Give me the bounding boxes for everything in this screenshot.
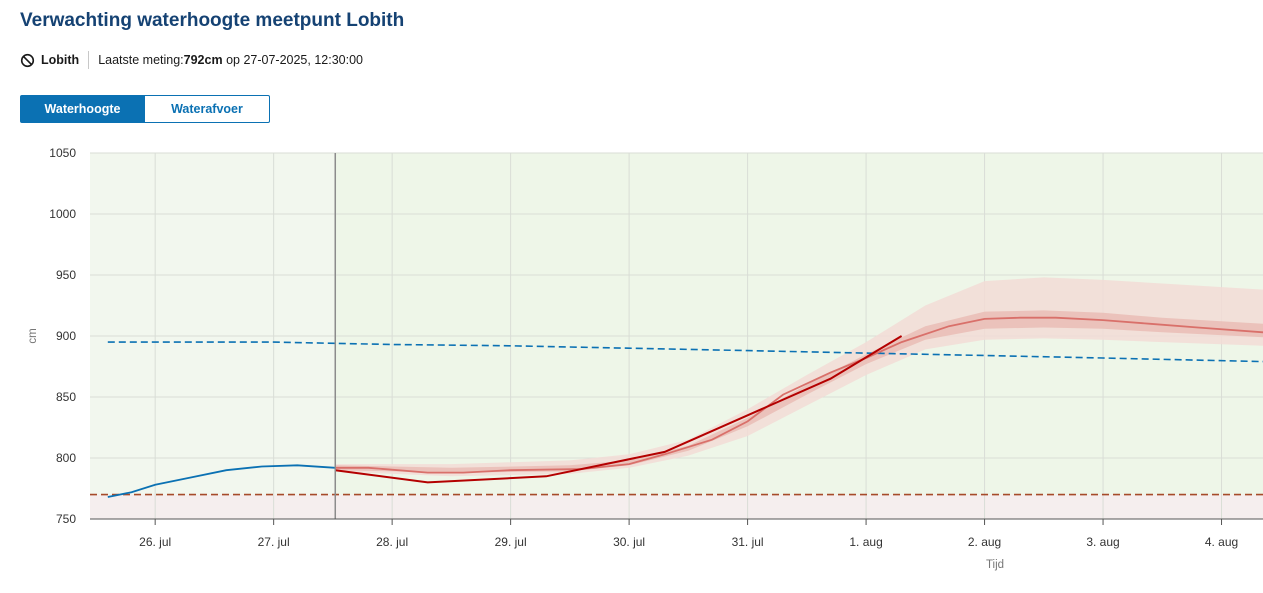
chart-tabs: Waterhoogte Waterafvoer <box>20 95 270 123</box>
x-tick-label: 4. aug <box>1205 535 1238 549</box>
measurement-info: Lobith Laatste meting: 792cm op 27-07-20… <box>20 51 363 69</box>
page-title: Verwachting waterhoogte meetpunt Lobith <box>20 10 405 31</box>
y-tick-label: 900 <box>56 329 76 343</box>
divider <box>88 51 90 69</box>
forecast-line <box>335 335 903 484</box>
y-tick-label: 850 <box>56 390 76 404</box>
no-entry-icon <box>20 53 35 68</box>
y-tick-label: 1000 <box>49 207 76 221</box>
x-tick-label: 27. jul <box>258 535 290 549</box>
ensemble-median-line <box>335 316 1263 474</box>
x-tick-label: 31. jul <box>732 535 764 549</box>
tab-waterafvoer[interactable]: Waterafvoer <box>145 95 270 123</box>
y-tick-label: 1050 <box>49 146 76 160</box>
last-measurement-date: op 27-07-2025, 12:30:00 <box>222 53 363 67</box>
x-tick-label: 1. aug <box>849 535 882 549</box>
x-tick-label: 3. aug <box>1086 535 1119 549</box>
low-water-band <box>90 494 1263 519</box>
tab-waterhoogte[interactable]: Waterhoogte <box>20 95 145 123</box>
x-tick-label: 2. aug <box>968 535 1001 549</box>
reference-level-line <box>107 341 1263 363</box>
last-measurement-value: 792cm <box>183 53 223 67</box>
x-axis-title: Tijd <box>986 559 1004 571</box>
last-measurement-label: Laatste meting: <box>98 53 184 67</box>
y-tick-label: 800 <box>56 451 76 465</box>
y-tick-label: 950 <box>56 268 76 282</box>
x-tick-label: 30. jul <box>613 535 645 549</box>
x-tick-label: 26. jul <box>139 535 171 549</box>
measured-line <box>107 464 336 498</box>
station-name: Lobith <box>41 53 80 67</box>
y-tick-label: 750 <box>56 512 76 526</box>
y-axis-title: cm <box>27 328 39 343</box>
x-tick-label: 29. jul <box>495 535 527 549</box>
x-tick-label: 28. jul <box>376 535 408 549</box>
